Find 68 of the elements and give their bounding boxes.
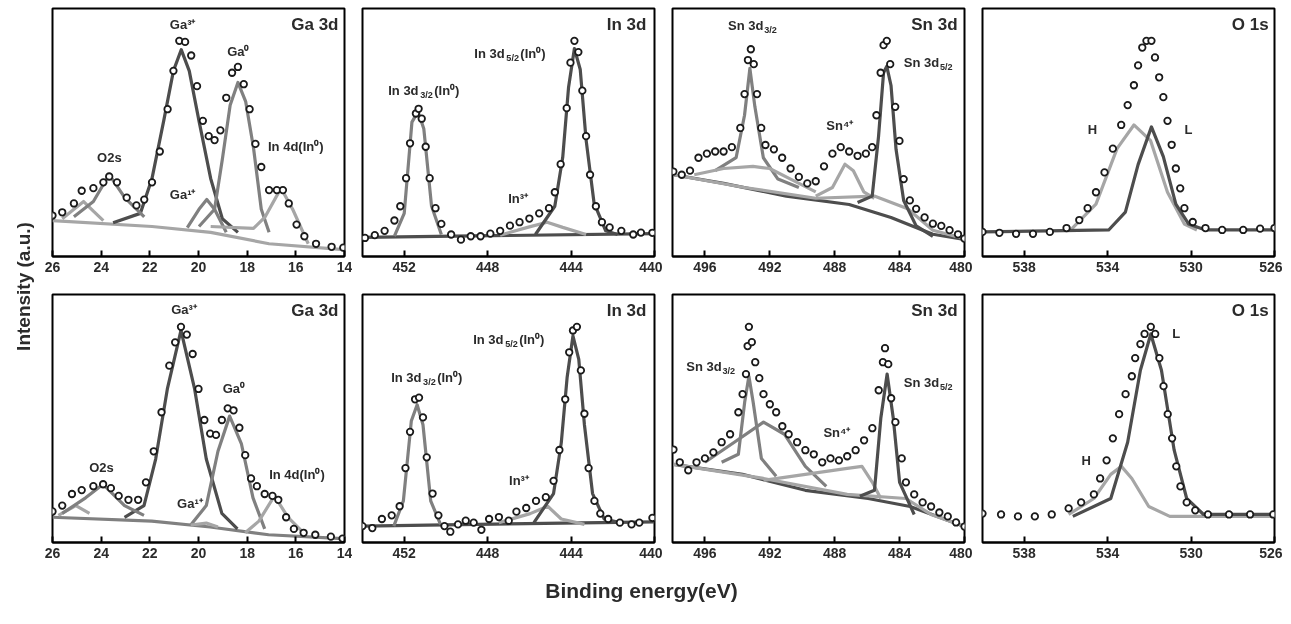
x-tick-label: 538 — [1012, 544, 1037, 561]
annotation: Ga¹⁺ — [177, 496, 204, 512]
x-tick-label: 22 — [142, 258, 158, 275]
x-tick-label: 538 — [1012, 258, 1037, 275]
annotation: L — [1184, 122, 1193, 138]
x-tick-label: 530 — [1179, 258, 1203, 275]
x-tick-label: 484 — [887, 544, 912, 561]
chart-title: O 1s — [1231, 300, 1269, 320]
x-tick-label: 22 — [142, 544, 158, 561]
annotation: In 4d(In⁰) — [268, 139, 324, 155]
chart-title: Sn 3d — [911, 14, 958, 34]
x-axis-title: Binding energy(eV) — [545, 579, 738, 602]
annotation: In 4d(In⁰) — [269, 467, 325, 483]
x-tick-label: 526 — [1259, 258, 1283, 275]
y-axis-title: Intensity (a.u.) — [13, 222, 35, 351]
x-tick-label: 488 — [823, 258, 847, 275]
x-tick-label: 18 — [239, 258, 256, 275]
x-tick-label: 440 — [639, 258, 663, 275]
annotation: H — [1087, 122, 1098, 138]
x-tick-label: 452 — [392, 258, 417, 275]
x-tick-label: 440 — [639, 544, 663, 561]
chart-title: Ga 3d — [291, 14, 339, 34]
x-tick-label: 496 — [693, 258, 717, 275]
x-tick-label: 20 — [190, 258, 207, 275]
chart-title: Sn 3d — [911, 300, 958, 320]
x-tick-label: 526 — [1259, 544, 1283, 561]
x-tick-label: 444 — [559, 258, 583, 275]
x-tick-label: 492 — [758, 544, 782, 561]
x-tick-label: 530 — [1179, 544, 1203, 561]
annotation: Ga⁰ — [222, 381, 246, 397]
x-tick-label: 26 — [44, 258, 61, 275]
x-tick-label: 496 — [693, 544, 717, 561]
chart-title: O 1s — [1231, 14, 1269, 34]
annotation: In³⁺ — [509, 473, 530, 489]
x-tick-label: 492 — [758, 258, 782, 275]
x-tick-label: 480 — [949, 544, 973, 561]
x-tick-label: 24 — [93, 544, 110, 561]
annotation: H — [1081, 452, 1091, 468]
annotation: Ga⁰ — [227, 44, 250, 60]
x-tick-label: 448 — [475, 258, 500, 275]
text: Ga³⁺ — [169, 17, 197, 33]
x-tick-label: 24 — [93, 258, 110, 275]
annotation: Sn⁴⁺ — [823, 424, 852, 440]
annotation: Sn⁴⁺ — [826, 118, 855, 134]
x-tick-label: 448 — [475, 544, 500, 561]
annotation: Ga¹⁺ — [169, 186, 197, 202]
chart-title: Ga 3d — [291, 300, 339, 320]
x-tick-label: 14 — [336, 544, 353, 561]
annotation: In³⁺ — [508, 190, 530, 206]
x-tick-label: 20 — [190, 544, 207, 561]
x-tick-label: 452 — [392, 544, 417, 561]
x-tick-label: 534 — [1095, 544, 1120, 561]
x-tick-label: 484 — [887, 258, 912, 275]
annotation: L — [1172, 326, 1181, 342]
x-tick-label: 18 — [239, 544, 256, 561]
x-tick-label: 26 — [44, 544, 61, 561]
x-tick-label: 14 — [336, 258, 353, 275]
x-tick-label: 16 — [288, 258, 304, 275]
annotation: O2s — [97, 149, 122, 165]
chart-title: In 3d — [606, 14, 647, 34]
x-tick-label: 480 — [949, 258, 973, 275]
text: Ga³⁺ — [171, 302, 198, 318]
chart-title: In 3d — [606, 300, 647, 320]
annotation: O2s — [89, 459, 114, 475]
x-tick-label: 444 — [559, 544, 583, 561]
x-tick-label: 488 — [823, 544, 847, 561]
x-tick-label: 16 — [288, 544, 304, 561]
x-tick-label: 534 — [1095, 258, 1120, 275]
